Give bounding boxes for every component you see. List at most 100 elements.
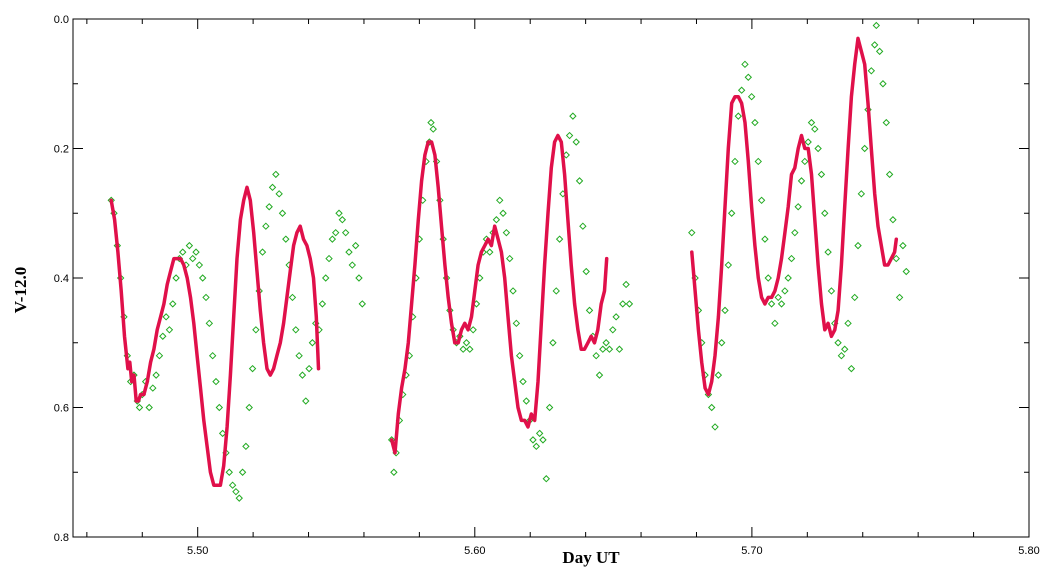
observation-point — [496, 196, 504, 205]
observation-point — [747, 92, 756, 101]
observation-point — [847, 364, 856, 373]
observation-point — [298, 371, 307, 379]
observation-point — [727, 209, 736, 217]
smoothed-curve-segment — [690, 36, 899, 397]
observation-point — [885, 170, 894, 179]
observation-point — [515, 351, 524, 360]
observation-point — [724, 261, 733, 269]
observation-point — [895, 293, 904, 302]
observation-point — [235, 494, 243, 502]
observation-point — [522, 397, 531, 405]
y-tick-label: 0.0 — [54, 14, 69, 26]
axis-tick-labels: 5.50 5.60 5.70 5.80 0.0 0.2 0.4 0.6 0.8 — [54, 14, 1040, 557]
observation-point — [390, 468, 398, 476]
observation-point — [777, 300, 786, 308]
observation-point — [817, 170, 826, 179]
observation-point — [165, 326, 174, 334]
observation-point — [205, 319, 214, 328]
observation-point — [305, 364, 313, 373]
observation-point — [258, 248, 267, 256]
observation-point — [532, 442, 541, 451]
observation-point — [882, 118, 890, 127]
observation-point — [519, 377, 527, 386]
observation-point — [282, 235, 290, 243]
observation-point — [539, 436, 547, 444]
observation-point — [162, 313, 170, 321]
observation-point — [579, 222, 587, 230]
observation-point — [331, 228, 340, 237]
observation-point — [902, 267, 910, 276]
observation-point — [565, 131, 574, 140]
observation-point — [292, 326, 300, 334]
observation-point — [149, 384, 157, 392]
observation-point — [609, 326, 617, 334]
observation-point — [781, 287, 789, 295]
observation-point — [268, 183, 277, 192]
observation-point — [152, 371, 160, 379]
observation-point — [198, 274, 207, 282]
observation-point — [879, 80, 887, 88]
observation-point — [427, 118, 435, 127]
observation-point — [469, 326, 477, 334]
observation-point — [899, 241, 907, 250]
observation-point — [242, 442, 250, 451]
observation-point — [582, 267, 590, 276]
x-tick-label: 5.70 — [741, 545, 762, 557]
observation-point — [850, 293, 859, 302]
observation-point — [774, 293, 782, 302]
observation-point — [272, 170, 280, 179]
observation-point — [325, 254, 333, 263]
observation-point — [857, 190, 866, 198]
observation-point — [837, 351, 846, 360]
observation-point — [549, 339, 557, 347]
observation-point — [506, 254, 514, 263]
observation-point — [811, 125, 819, 133]
observation-point — [787, 254, 796, 263]
observation-point — [341, 228, 350, 237]
observation-point — [529, 436, 537, 444]
observation-point — [512, 319, 521, 328]
observation-point — [542, 475, 550, 483]
observation-point — [462, 339, 471, 347]
observation-point — [804, 138, 812, 146]
observation-point — [232, 487, 240, 496]
observation-point — [731, 157, 739, 166]
observation-point — [875, 47, 884, 56]
observation-point — [622, 280, 630, 289]
observation-point — [552, 287, 560, 295]
observation-point — [717, 339, 726, 347]
observation-point — [721, 306, 729, 315]
observation-point — [466, 345, 474, 353]
observation-point — [708, 403, 716, 412]
observation-point — [502, 228, 511, 237]
x-tick-label: 5.80 — [1018, 545, 1039, 557]
observation-point — [854, 241, 862, 250]
observation-point — [355, 274, 363, 282]
observation-point — [797, 177, 806, 185]
observation-point — [794, 203, 802, 211]
observation-point — [358, 300, 367, 308]
observation-point — [328, 235, 337, 243]
observation-point — [208, 351, 217, 360]
observation-point — [889, 216, 897, 224]
observation-point — [872, 21, 881, 30]
observation-point — [202, 293, 210, 302]
x-tick-label: 5.60 — [464, 545, 485, 557]
observation-point — [322, 274, 330, 282]
observation-point — [288, 293, 297, 302]
observation-point — [225, 468, 233, 476]
observation-point — [585, 306, 594, 315]
observation-point — [741, 60, 749, 69]
observation-point — [870, 41, 879, 49]
observation-point — [844, 319, 852, 328]
observation-point — [212, 377, 220, 386]
observation-point — [338, 216, 347, 224]
x-tick-label: 5.50 — [187, 545, 208, 557]
observation-point — [575, 177, 584, 185]
observation-point — [155, 351, 164, 360]
observation-point — [348, 261, 357, 269]
observation-point — [486, 248, 494, 256]
observation-point — [179, 248, 187, 256]
observation-point — [764, 274, 772, 282]
observation-point — [499, 209, 507, 217]
